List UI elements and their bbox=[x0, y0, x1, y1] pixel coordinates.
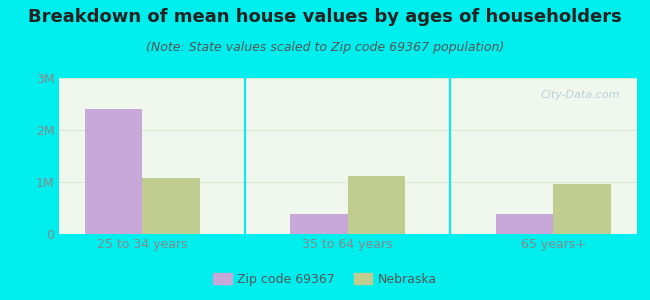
Text: (Note: State values scaled to Zip code 69367 population): (Note: State values scaled to Zip code 6… bbox=[146, 40, 504, 53]
Bar bbox=[84, 109, 142, 234]
Bar bbox=[291, 214, 348, 234]
Bar bbox=[496, 214, 553, 234]
Legend: Zip code 69367, Nebraska: Zip code 69367, Nebraska bbox=[209, 268, 441, 291]
Text: Breakdown of mean house values by ages of householders: Breakdown of mean house values by ages o… bbox=[28, 8, 622, 26]
Text: City-Data.com: City-Data.com bbox=[540, 91, 619, 100]
Bar bbox=[553, 184, 611, 234]
Bar bbox=[142, 178, 200, 234]
Bar bbox=[348, 176, 405, 234]
